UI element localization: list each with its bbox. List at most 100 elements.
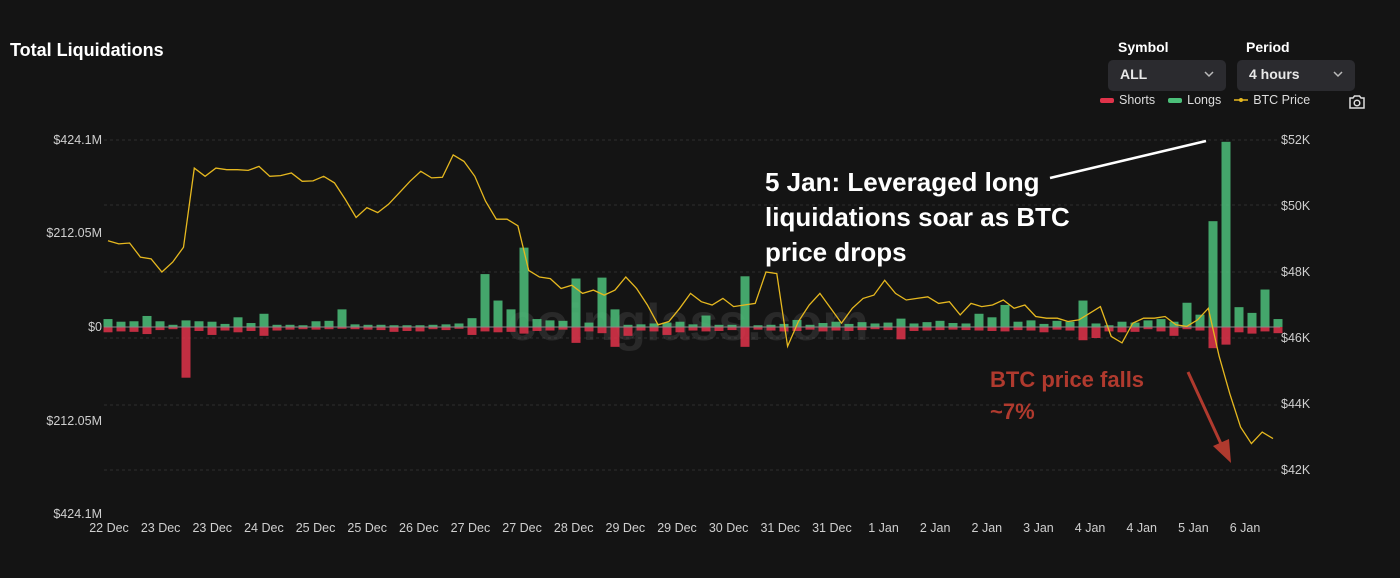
short-bar [363,327,373,330]
long-bar [727,324,737,327]
long-bar [1273,319,1283,327]
short-bar [948,327,958,330]
long-bar [1052,320,1062,327]
short-bar [467,327,477,335]
long-bar [844,323,854,327]
x-tick-label: 1 Jan [868,521,899,535]
long-bar [545,320,555,327]
long-bar [259,313,269,327]
legend-item-btc-price[interactable]: BTC Price [1234,93,1310,107]
short-bar [792,327,802,331]
long-bar [1143,320,1153,327]
short-bar [740,327,750,347]
x-tick-label: 26 Dec [399,521,439,535]
long-bar [857,322,867,327]
x-tick-label: 22 Dec [89,521,129,535]
long-bar [1078,300,1088,327]
long-bar [129,321,139,327]
y-right-tick-label: $52K [1281,133,1311,147]
long-bar [1156,319,1166,327]
x-tick-label: 28 Dec [554,521,594,535]
short-bar [1208,327,1218,349]
long-bar [389,325,399,327]
short-bar [155,327,165,331]
long-bar [350,324,360,327]
long-bar [870,323,880,327]
long-bar [246,323,256,327]
long-bar [909,323,919,327]
short-bar [181,327,191,378]
short-bar [1078,327,1088,341]
camera-icon[interactable] [1348,94,1366,110]
long-bar [519,247,529,327]
long-bar [688,324,698,327]
short-bar [116,327,126,332]
short-bar [129,327,139,332]
y-left-tick-label: $212.05M [46,226,102,240]
short-bar [311,327,321,330]
long-bar [922,322,932,327]
short-bar [701,327,711,332]
y-left-tick-label: $212.05M [46,414,102,428]
short-bar [1052,327,1062,330]
long-bar [402,325,412,327]
short-bar [1026,327,1036,331]
short-bar [1091,327,1101,339]
short-bar [389,327,399,332]
short-bar [519,327,529,334]
symbol-select[interactable]: ALL [1108,60,1226,91]
annotation-main-line: price drops [765,237,907,267]
long-bar [610,309,620,327]
period-select[interactable]: 4 hours [1237,60,1355,91]
watermark-text: coinglass.com [507,294,868,352]
long-bar [415,325,425,327]
short-bar [324,327,334,330]
long-bar [636,324,646,327]
x-tick-label: 27 Dec [451,521,491,535]
x-tick-label: 3 Jan [1023,521,1054,535]
period-label: Period [1246,39,1290,55]
long-bar [1013,321,1023,327]
long-bar [324,320,334,327]
short-bar [805,327,815,330]
long-bar [701,315,711,327]
long-bar [1130,322,1140,327]
long-bar [376,324,386,327]
short-bar [727,327,737,331]
chevron-down-icon [1204,71,1214,78]
legend-item-longs[interactable]: Longs [1168,93,1221,107]
long-bar [1234,307,1244,327]
short-bar [831,327,841,331]
short-bar [1000,327,1010,332]
long-bar [831,321,841,327]
long-bar [155,321,165,327]
short-bar [272,327,282,331]
legend-swatch-longs [1168,97,1183,103]
long-bar [597,277,607,327]
short-bar [298,327,308,330]
long-bar [1039,323,1049,327]
short-bar [1143,327,1153,330]
legend-swatch-shorts [1100,97,1114,103]
price-fall-arrowhead [1213,439,1231,463]
short-bar [142,327,152,335]
long-bar [181,320,191,327]
short-bar [246,327,256,331]
long-bar [493,300,503,327]
long-bar [649,323,659,327]
legend-item-shorts[interactable]: Shorts [1100,93,1155,107]
short-bar [441,327,451,331]
long-bar [1195,314,1205,327]
long-bar [935,320,945,327]
short-bar [337,327,347,329]
short-bar [168,327,178,330]
short-bar [402,327,412,331]
legend-label-longs: Longs [1187,93,1222,107]
short-bar [1182,327,1192,330]
long-bar [467,318,477,327]
short-bar [675,327,685,333]
long-bar [194,321,204,327]
short-bar [987,327,997,331]
long-bar [675,321,685,327]
